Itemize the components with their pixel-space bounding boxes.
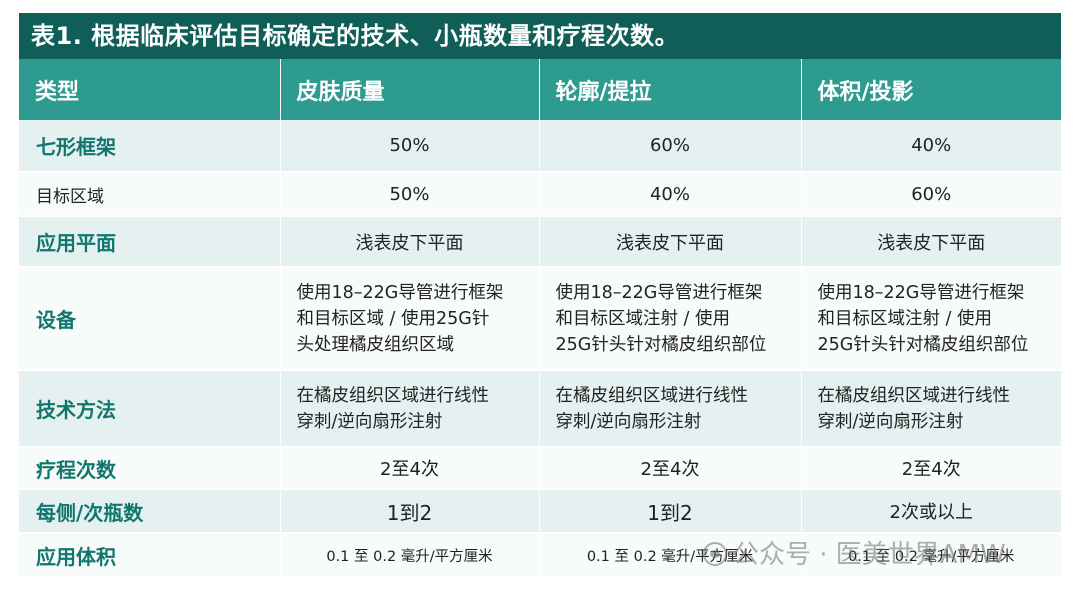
row-label: 应用体积 — [19, 533, 281, 578]
cell-line: 使用18–22G导管进行框架 — [296, 282, 504, 303]
table-cell: 40% — [801, 120, 1061, 173]
row-label: 每侧/次瓶数 — [19, 489, 281, 534]
table-cell: 使用18–22G导管进行框架 和目标区域注射 / 使用 25G针头针对橘皮组织部… — [801, 267, 1061, 371]
table-cell: 60% — [539, 120, 802, 173]
table-cell: 0.1 至 0.2 毫升/平方厘米 — [801, 533, 1061, 578]
table-row: 应用体积 0.1 至 0.2 毫升/平方厘米 0.1 至 0.2 毫升/平方厘米… — [19, 533, 1061, 578]
row-label: 目标区域 — [19, 172, 281, 217]
row-label: 七形框架 — [19, 120, 281, 173]
table-cell: 50% — [280, 172, 540, 217]
table-cell: 2至4次 — [280, 447, 540, 490]
table-row: 目标区域 50% 40% 60% — [19, 172, 1061, 217]
table-cell: 2次或以上 — [801, 489, 1061, 534]
cell-line: 在橘皮组织区域进行线性 — [817, 385, 1011, 406]
table-cell: 使用18–22G导管进行框架 和目标区域注射 / 使用 25G针头针对橘皮组织部… — [539, 267, 802, 371]
row-label: 疗程次数 — [19, 447, 281, 490]
table-cell: 浅表皮下平面 — [280, 216, 540, 268]
cell-line: 25G针头针对橘皮组织部位 — [555, 334, 767, 355]
table-cell: 在橘皮组织区域进行线性 穿刺/逆向扇形注射 — [539, 370, 802, 448]
table-container: 表1. 根据临床评估目标确定的技术、小瓶数量和疗程次数。 类型 皮肤质量 轮廓/… — [19, 13, 1061, 578]
row-label: 技术方法 — [19, 370, 281, 448]
cell-line: 穿刺/逆向扇形注射 — [817, 411, 964, 432]
header-contour-lift: 轮廓/提拉 — [539, 59, 802, 120]
table-row: 应用平面 浅表皮下平面 浅表皮下平面 浅表皮下平面 — [19, 216, 1061, 268]
cell-line: 在橘皮组织区域进行线性 — [296, 385, 490, 406]
cell-line: 25G针头针对橘皮组织部位 — [817, 334, 1029, 355]
cell-line: 穿刺/逆向扇形注射 — [296, 411, 443, 432]
table-cell: 浅表皮下平面 — [539, 216, 802, 268]
cell-line: 和目标区域注射 / 使用 — [817, 308, 993, 329]
table-cell: 0.1 至 0.2 毫升/平方厘米 — [280, 533, 540, 578]
table-row: 技术方法 在橘皮组织区域进行线性 穿刺/逆向扇形注射 在橘皮组织区域进行线性 穿… — [19, 370, 1061, 448]
table-cell: 在橘皮组织区域进行线性 穿刺/逆向扇形注射 — [280, 370, 540, 448]
watermark-text: 公众号 · 医美世界AMW — [733, 540, 1006, 570]
cell-line: 穿刺/逆向扇形注射 — [555, 411, 702, 432]
wechat-icon — [703, 542, 727, 566]
cell-line: 使用18–22G导管进行框架 — [555, 282, 763, 303]
row-label: 设备 — [19, 267, 281, 371]
table-row: 七形框架 50% 60% 40% — [19, 120, 1061, 173]
table-cell: 50% — [280, 120, 540, 173]
watermark: 公众号 · 医美世界AMW — [703, 534, 1006, 571]
table-row: 疗程次数 2至4次 2至4次 2至4次 — [19, 447, 1061, 490]
table-cell: 1到2 — [280, 489, 540, 534]
header-row: 类型 皮肤质量 轮廓/提拉 体积/投影 — [19, 59, 1061, 120]
cell-line: 在橘皮组织区域进行线性 — [555, 385, 749, 406]
cell-line: 和目标区域注射 / 使用 — [555, 308, 731, 329]
table-cell: 2至4次 — [801, 447, 1061, 490]
cell-line: 使用18–22G导管进行框架 — [817, 282, 1025, 303]
table-cell: 1到2 — [539, 489, 802, 534]
table-cell: 60% — [801, 172, 1061, 217]
table-cell: 在橘皮组织区域进行线性 穿刺/逆向扇形注射 — [801, 370, 1061, 448]
table-cell: 浅表皮下平面 — [801, 216, 1061, 268]
header-type: 类型 — [19, 59, 281, 120]
data-table: 类型 皮肤质量 轮廓/提拉 体积/投影 七形框架 50% 60% 40% 目标区… — [19, 59, 1061, 578]
table-title: 表1. 根据临床评估目标确定的技术、小瓶数量和疗程次数。 — [19, 13, 1061, 59]
table-cell: 使用18–22G导管进行框架 和目标区域 / 使用25G针 头处理橘皮组织区域 — [280, 267, 540, 371]
cell-line: 和目标区域 / 使用25G针 — [296, 308, 490, 329]
table-row: 设备 使用18–22G导管进行框架 和目标区域 / 使用25G针 头处理橘皮组织… — [19, 267, 1061, 371]
header-skin-quality: 皮肤质量 — [280, 59, 540, 120]
row-label: 应用平面 — [19, 216, 281, 268]
table-row: 每侧/次瓶数 1到2 1到2 2次或以上 — [19, 489, 1061, 534]
table-cell: 40% — [539, 172, 802, 217]
table-cell: 2至4次 — [539, 447, 802, 490]
header-volume-projection: 体积/投影 — [801, 59, 1061, 120]
cell-line: 头处理橘皮组织区域 — [296, 334, 455, 355]
